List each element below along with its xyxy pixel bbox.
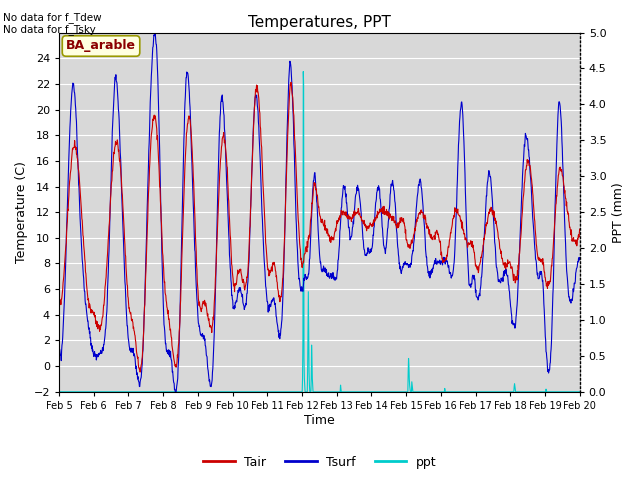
Text: No data for f_Tdew: No data for f_Tdew [3, 12, 102, 23]
Title: Temperatures, PPT: Temperatures, PPT [248, 15, 391, 30]
Text: No data for f_Tsky: No data for f_Tsky [3, 24, 96, 35]
Text: BA_arable: BA_arable [66, 39, 136, 52]
Y-axis label: Temperature (C): Temperature (C) [15, 161, 28, 263]
Y-axis label: PPT (mm): PPT (mm) [612, 182, 625, 242]
X-axis label: Time: Time [304, 414, 335, 427]
Legend: Tair, Tsurf, ppt: Tair, Tsurf, ppt [198, 451, 442, 474]
